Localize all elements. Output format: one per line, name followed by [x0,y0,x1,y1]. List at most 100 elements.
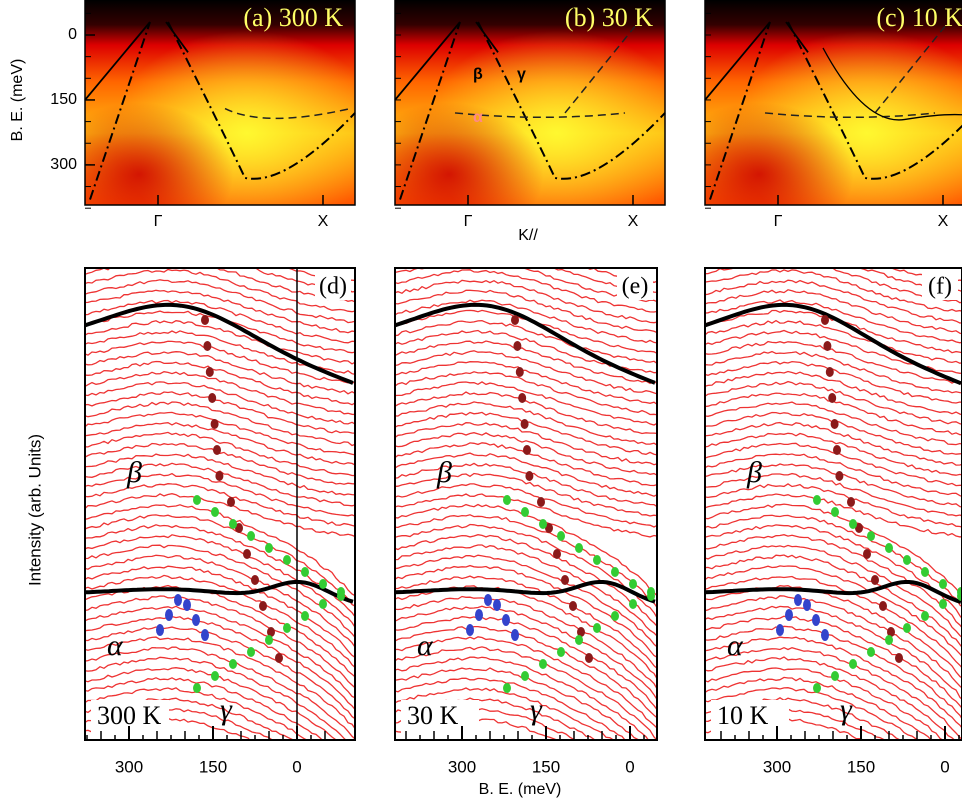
peak-dot [193,683,201,693]
peak-dot [821,629,829,641]
x-tick-label: 300 [115,757,143,776]
peak-dot [213,445,221,455]
edc-highlight [705,580,962,604]
edc-stack [395,268,657,740]
band-dashdot [399,21,666,200]
peak-dot [921,611,929,621]
edc-curve [705,646,962,740]
band-label: γ [840,693,853,726]
edc-curve [705,279,962,324]
edc-curve [705,463,962,508]
edc-curve [85,554,355,649]
edc-curve [85,340,355,384]
edc-curve [395,687,615,740]
edc-curve [395,452,657,497]
peak-dot [794,594,802,606]
y-tick-label: 150 [50,91,77,108]
peak-dot [493,599,501,611]
peak-dot [557,531,565,541]
peak-dot [247,647,255,657]
peak-dot [165,609,173,621]
edc-curve [705,350,962,394]
peak-dot [283,623,291,633]
band-label: β [126,456,142,489]
edc-curve [85,626,355,720]
edc-curve [395,554,657,648]
peak-dot [243,549,251,559]
peak-dot [629,579,637,589]
edc-curve [85,605,355,699]
peak-dot [518,393,527,403]
peak-dot [319,599,327,609]
band-label: α [473,109,483,126]
edc-curve [705,442,962,487]
panel-frame [394,267,658,741]
edc-curve [705,595,962,689]
edc-curve [85,584,355,678]
peak-dot [466,624,474,636]
peak-dot [208,393,217,403]
panel-frame [704,0,962,206]
band-label: γ [220,693,233,726]
edc-curve [705,524,962,620]
edc-curve [705,615,962,710]
peak-dot [193,495,201,505]
peak-dot [849,519,857,529]
peak-dot [812,614,820,626]
peak-dot [275,653,283,663]
edc-curve [85,472,355,517]
top-y-label: B. E. (meV) [9,59,26,142]
peak-dot [283,555,291,565]
edc-curve [395,381,657,426]
x-tick-label: Γ [774,213,783,230]
peak-dot [585,653,593,663]
edc-curve [395,320,657,365]
peak-dot [847,497,855,507]
edc-curve [395,534,657,628]
label-bg [315,270,351,300]
peak-dot [785,609,793,621]
edc-curve [395,544,657,637]
x-tick-label: Γ [464,213,473,230]
edc-curve [85,493,355,538]
peak-dot [561,575,569,585]
edc-curve [705,625,962,720]
panel-label: (f) [928,274,952,300]
band-dashdot [89,21,356,200]
panel-label: (d) [319,274,347,300]
peak-dot [813,683,821,693]
peak-dot [183,599,191,611]
edc-curve [85,544,355,639]
band-label: γ [517,66,526,83]
edc-curve [85,574,355,669]
edc-curve [395,575,657,670]
peak-dot [557,647,565,657]
edc-curve [395,391,657,435]
edc-curve [85,371,355,416]
edc-highlight [395,580,656,604]
edc-curve [85,687,309,740]
peak-dot [879,601,887,611]
temperature-label: 300 K [97,701,162,730]
band-label: γ [530,693,543,726]
edc-curve [85,667,337,740]
peak-dot [523,445,531,455]
peak-dot [887,627,895,637]
peak-dot [871,575,879,585]
label-bg [401,700,479,734]
peak-dot [831,671,839,681]
edc-curve [85,483,355,527]
peak-dot [521,671,529,681]
edc-curve [705,319,962,365]
peak-dot [265,635,273,645]
peak-dot [203,341,212,351]
peak-dot [215,471,224,481]
peak-dot [537,497,545,507]
panel-frame [394,0,666,206]
edc-curve [705,605,962,700]
peak-dot [525,471,534,481]
band-solid [822,47,962,121]
edc-curve [395,269,657,313]
peak-dot [211,671,219,681]
edc-curve [395,493,657,538]
